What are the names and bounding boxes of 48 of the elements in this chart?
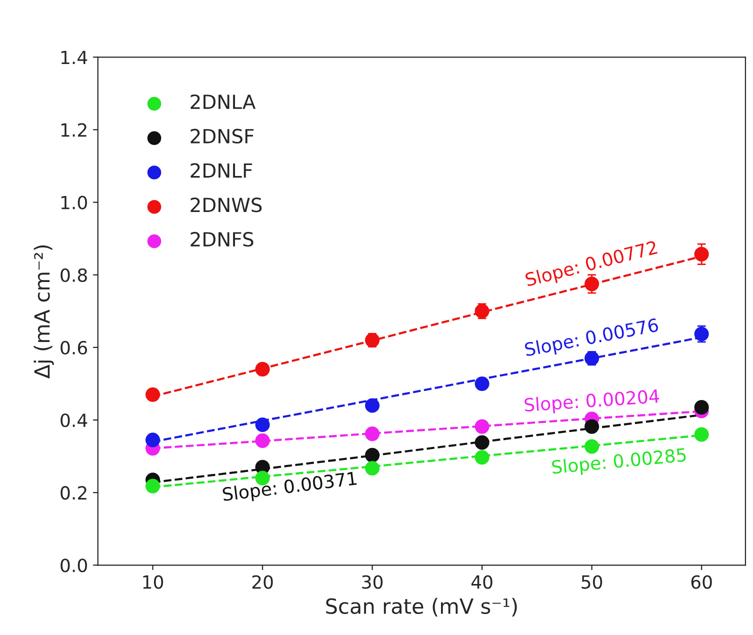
y-axis-title: Δj (mA cm⁻²)	[34, 245, 54, 379]
point	[255, 433, 270, 448]
legend-label: 2DNLF	[190, 163, 252, 178]
y-tick-label: 0.2	[60, 486, 86, 500]
point	[694, 326, 709, 342]
legend-label: 2DNWS	[190, 198, 262, 212]
y-tick-label: 0.4	[60, 413, 88, 428]
point	[474, 376, 490, 392]
point	[365, 448, 380, 462]
point	[584, 276, 600, 292]
y-tick-label: 1.0	[61, 196, 87, 210]
y-tick-label: 1.2	[61, 123, 86, 137]
x-tick-label: 40	[471, 575, 492, 589]
series-label: Slope: 0.00204	[524, 388, 660, 416]
text: Slope: 0.00285	[552, 447, 686, 478]
x-tick-label: 30	[362, 575, 383, 589]
point	[584, 419, 600, 434]
text: Slope: 0.00371	[222, 470, 358, 505]
x-tick-label: 50	[582, 575, 602, 589]
x-axis-title: Scan rate (mV s⁻¹)	[326, 598, 517, 616]
legend-label: 2DNLA	[190, 94, 256, 109]
text: Slope: 0.00576	[524, 318, 660, 360]
legend-label: 2DNFS	[190, 232, 254, 247]
point	[365, 426, 380, 442]
point	[145, 478, 160, 494]
point	[145, 387, 160, 402]
point	[255, 417, 270, 432]
point	[365, 398, 380, 413]
point	[145, 432, 160, 448]
point	[584, 439, 600, 454]
point	[694, 400, 709, 415]
point	[365, 460, 380, 476]
y-tick-label: 1.4	[61, 50, 88, 64]
point	[694, 246, 709, 262]
point	[474, 435, 490, 450]
x-tick-label: 60	[691, 575, 712, 589]
point	[474, 419, 490, 434]
point	[694, 427, 709, 442]
legend-label: 2DNSF	[190, 128, 254, 144]
x-tick-label: 20	[252, 575, 273, 589]
y-tick-label: 0.6	[60, 340, 88, 355]
point	[255, 362, 270, 376]
x-tick-label: 10	[143, 575, 164, 589]
text: Slope: 0.00772	[524, 240, 658, 290]
point	[474, 450, 490, 465]
y-tick-label: 0.0	[60, 558, 87, 572]
point	[255, 470, 270, 486]
y-tick-label: 0.8	[60, 268, 87, 282]
